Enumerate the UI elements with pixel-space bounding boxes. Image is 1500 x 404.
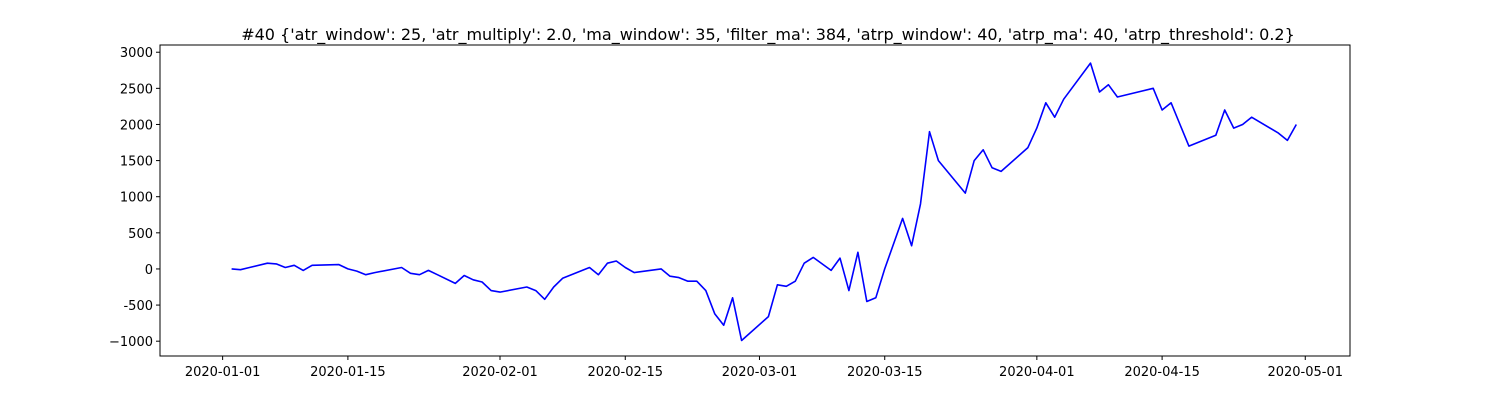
y-tick-label: 0 <box>145 263 153 278</box>
y-tick-label: −1000 <box>109 335 153 350</box>
x-tick-label: 2020-05-01 <box>1267 365 1343 380</box>
y-tick-label: 1000 <box>120 191 153 206</box>
x-tick-label: 2020-02-15 <box>587 365 663 380</box>
x-tick-label: 2020-04-01 <box>999 365 1075 380</box>
y-tick-label: -500 <box>123 299 153 314</box>
y-tick-label: 1500 <box>120 155 153 170</box>
y-tick-label: 500 <box>128 227 153 242</box>
x-tick-label: 2020-02-01 <box>462 365 538 380</box>
x-tick-label: 2020-01-15 <box>310 365 386 380</box>
y-tick-label: 3000 <box>120 46 153 61</box>
x-tick-label: 2020-04-15 <box>1124 365 1200 380</box>
x-tick-label: 2020-03-01 <box>722 365 798 380</box>
line-series <box>231 62 1297 342</box>
y-tick-label: 2500 <box>120 82 153 97</box>
chart-title: #40 {'atr_window': 25, 'atr_multiply': 2… <box>241 25 1295 45</box>
plot-frame <box>159 44 1351 357</box>
x-tick-label: 2020-01-01 <box>185 365 261 380</box>
y-tick-label: 2000 <box>120 118 153 133</box>
x-tick-label: 2020-03-15 <box>847 365 923 380</box>
